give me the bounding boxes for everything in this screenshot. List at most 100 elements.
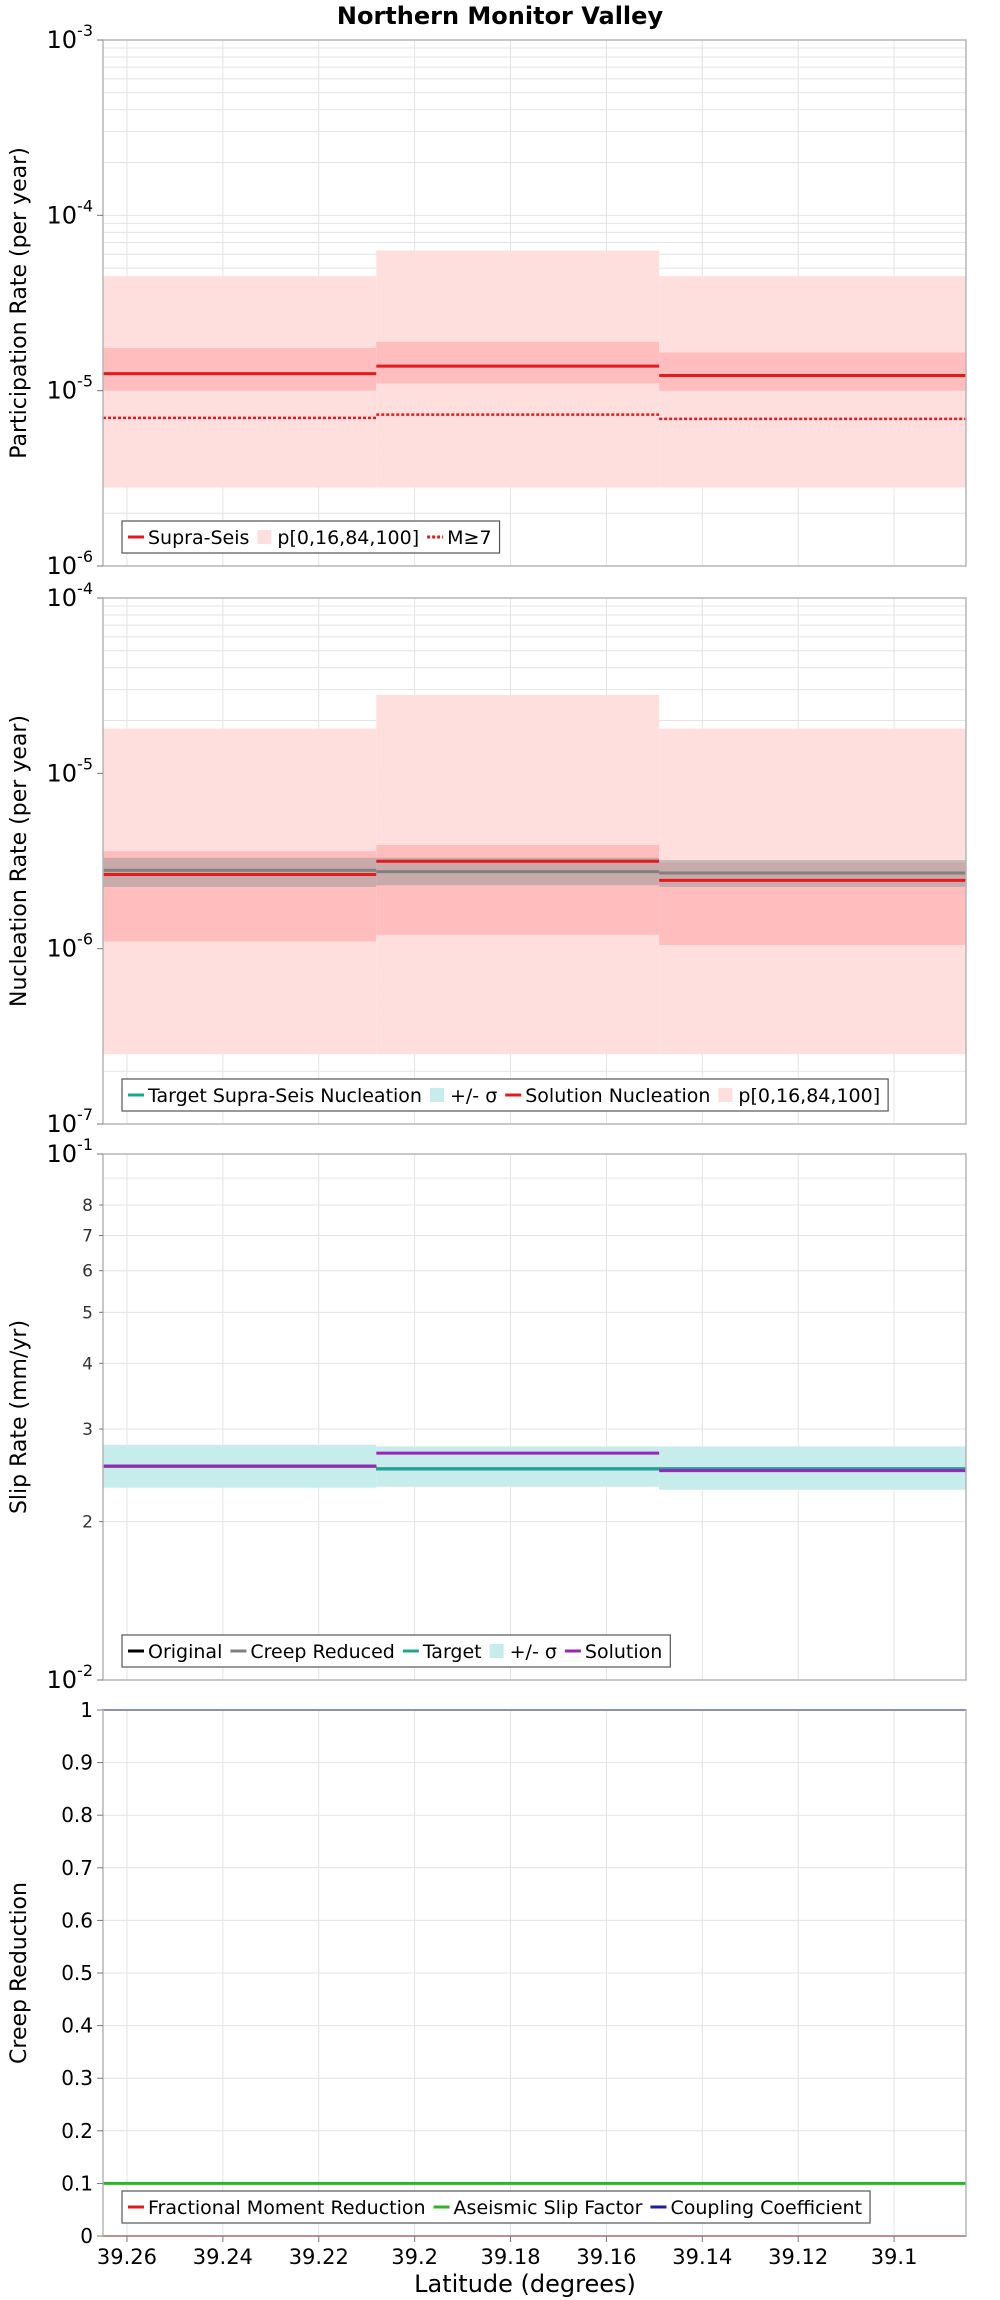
y-tick-label: 1 (80, 1698, 93, 1722)
tick-base: 10 (47, 201, 78, 229)
plot-data (103, 250, 966, 488)
legend-swatch (257, 530, 272, 544)
tick-exponent: -3 (77, 21, 93, 40)
tick-exponent: -6 (77, 547, 93, 566)
legend: Supra-Seis p[0,16,84,100] M≥7 (121, 520, 501, 554)
tick-exponent: -1 (77, 1135, 93, 1154)
legend-label: Creep Reduced (250, 1641, 394, 1663)
legend-label: Supra-Seis (148, 527, 249, 549)
legend-label: M≥7 (447, 527, 491, 549)
tick-base: 10 (47, 1140, 78, 1168)
y-tick-label: 10-5 (47, 754, 94, 787)
plot-data (103, 694, 966, 1055)
y-tick-labels: 10-710-610-510-4 (47, 579, 103, 1138)
legend-swatch (429, 1088, 444, 1102)
tick-exponent: -6 (77, 930, 93, 949)
tick-base: 10 (47, 26, 78, 54)
y-tick-label: 0.2 (61, 2119, 93, 2143)
y-tick-label: 10-6 (47, 930, 94, 963)
x-tick-label: 39.2 (391, 2245, 438, 2269)
legend-box (121, 2190, 871, 2224)
y-tick-label: 10-6 (47, 547, 94, 580)
legend-label: Target (422, 1641, 482, 1663)
gridlines (103, 1154, 966, 1681)
y-tick-labels: 10-610-510-410-3 (47, 21, 103, 580)
legend-label: p[0,16,84,100] (738, 1085, 880, 1107)
y-tick-label: 0 (80, 2224, 93, 2248)
y-minor-tick-label: 5 (82, 1303, 93, 1323)
y-tick-label: 10-1 (47, 1135, 94, 1168)
tick-base: 10 (47, 759, 78, 787)
x-tick-labels: 39.26 39.24 39.22 39.2 39.18 39.16 39.14 39.12 3… (97, 2236, 918, 2269)
legend: Target Supra-Seis Nucleation +/- σ Solutio… (121, 1078, 889, 1112)
tick-base: 10 (47, 1110, 78, 1138)
plot-frame (102, 597, 967, 1125)
y-tick-label: 10-4 (47, 579, 94, 612)
y-minor-tick-label: 4 (82, 1354, 93, 1374)
legend-label: Solution (585, 1641, 662, 1663)
y-axis-label: Creep Reduction (7, 1882, 32, 2064)
percentile-band-16-84 (659, 352, 966, 391)
tick-exponent: -5 (77, 754, 93, 773)
y-tick-label: 0.5 (61, 1961, 93, 1985)
y-tick-label: 0.9 (61, 1751, 93, 1775)
x-tick-label: 39.12 (768, 2245, 828, 2269)
y-tick-label: 10-7 (47, 1105, 94, 1138)
legend-label: Solution Nucleation (525, 1085, 710, 1107)
gridlines (103, 1709, 966, 2237)
x-axis-label: Latitude (degrees) (414, 2270, 636, 2298)
plot-frame (102, 1153, 967, 1681)
legend-label: Original (148, 1641, 222, 1663)
y-axis-label: Slip Rate (mm/yr) (7, 1320, 32, 1514)
plot-data (103, 1444, 966, 1490)
legend-label: Coupling Coefficient (670, 2197, 862, 2219)
legend: Original Creep Reduced Target +/- σ Solution (121, 1634, 671, 1668)
legend-swatch (718, 1088, 733, 1102)
legend: Fractional Moment Reduction Aseismic Slip… (121, 2190, 871, 2224)
y-tick-label: 10-4 (47, 196, 94, 229)
y-minor-tick-label: 2 (82, 1513, 93, 1533)
panel-creep: 0 0.1 0.2 0.3 0.4 0.5 0.6 0.7 0.8 0.9 1 Creep Reduc… (7, 1698, 967, 2248)
legend-label: p[0,16,84,100] (277, 527, 419, 549)
y-tick-label: 10-5 (47, 372, 94, 405)
y-tick-label: 10-3 (47, 21, 94, 54)
y-tick-label: 0.3 (61, 2066, 93, 2090)
y-axis-label: Participation Rate (per year) (7, 147, 32, 459)
legend-label: +/- σ (510, 1641, 557, 1663)
tick-base: 10 (47, 377, 78, 405)
tick-base: 10 (47, 584, 78, 612)
legend-label: Aseismic Slip Factor (454, 2197, 643, 2219)
sigma-band (103, 857, 377, 887)
y-tick-label: 0.6 (61, 1908, 93, 1932)
tick-exponent: -5 (77, 372, 93, 391)
tick-exponent: -4 (77, 579, 93, 598)
y-tick-label: 0.4 (61, 2014, 93, 2038)
x-tick-label: 39.14 (672, 2245, 732, 2269)
x-tick-label: 39.18 (480, 2245, 540, 2269)
legend-label: +/- σ (450, 1085, 497, 1107)
y-minor-tick-label: 6 (82, 1262, 93, 1282)
percentile-band-16-84 (376, 341, 660, 384)
plot-frame (102, 39, 967, 567)
x-tick-label: 39.22 (289, 2245, 349, 2269)
y-tick-label: 0.1 (61, 2171, 93, 2195)
figure-title: Northern Monitor Valley (337, 2, 664, 30)
y-minor-tick-label: 8 (82, 1196, 93, 1216)
legend-box (121, 1078, 889, 1112)
y-minor-tick-label: 3 (82, 1420, 93, 1440)
y-axis-label: Nucleation Rate (per year) (7, 715, 32, 1007)
x-tick-label: 39.24 (193, 2245, 253, 2269)
tick-exponent: -4 (77, 196, 93, 215)
x-tick-label: 39.1 (871, 2245, 918, 2269)
x-tick-label: 39.16 (576, 2245, 636, 2269)
x-tick-label: 39.26 (97, 2245, 157, 2269)
tick-exponent: -2 (77, 1661, 93, 1680)
legend-label: Fractional Moment Reduction (148, 2197, 426, 2219)
legend-swatch (489, 1644, 504, 1658)
